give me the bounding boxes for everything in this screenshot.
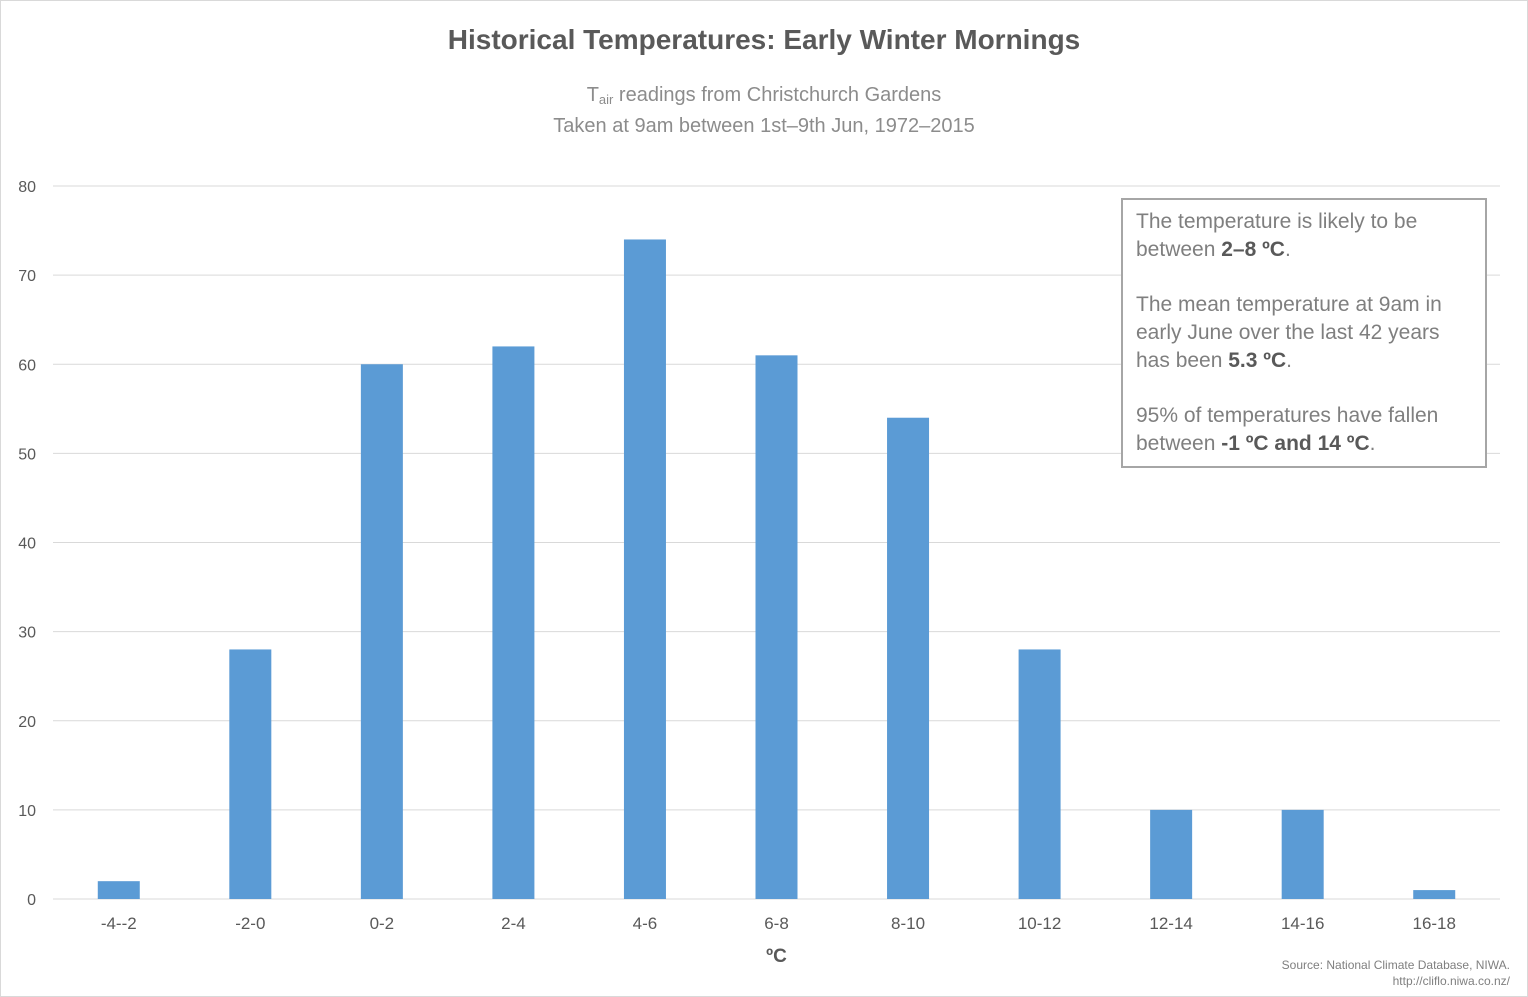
bar (360, 364, 403, 899)
bar (1150, 809, 1193, 899)
x-tick-label: 16-18 (1412, 914, 1455, 933)
bar (97, 881, 140, 899)
y-tick-label: 20 (18, 714, 36, 731)
source-note: Source: National Climate Database, NIWA.… (1282, 957, 1510, 989)
annotation-95-percent: 95% of temperatures have fallen between … (1136, 402, 1472, 458)
y-tick-label: 0 (27, 892, 36, 909)
annotation-text: The mean temperature at 9am in early Jun… (1136, 293, 1442, 372)
x-tick-label: 8-10 (891, 914, 925, 933)
source-url: http://cliflo.niwa.co.nz/ (1392, 974, 1510, 988)
chart-subtitle: Tair readings from Christchurch Gardens … (0, 82, 1528, 139)
x-tick-label: 0-2 (370, 914, 395, 933)
x-tick-label: 10-12 (1018, 914, 1061, 933)
bar (1018, 649, 1061, 899)
annotation-bold-value: -1 ºC and 14 ºC (1221, 432, 1370, 455)
annotation-text: . (1369, 432, 1376, 455)
bar (623, 239, 666, 900)
bar (887, 417, 930, 899)
y-tick-label: 50 (18, 446, 36, 463)
x-tick-label: 2-4 (501, 914, 526, 933)
bar (1413, 890, 1456, 899)
annotation-box: The temperature is likely to be between … (1121, 198, 1487, 468)
annotation-text: 95% of temperatures have fallen between (1136, 404, 1439, 455)
annotation-bold-value: 5.3 ºC (1228, 349, 1287, 372)
y-tick-label: 10 (18, 803, 36, 820)
annotation-likely-range: The temperature is likely to be between … (1136, 208, 1472, 264)
y-tick-label: 80 (18, 179, 36, 196)
x-tick-label: -2-0 (235, 914, 265, 933)
y-tick-label: 30 (18, 625, 36, 642)
subtitle-line-1-rest: readings from Christchurch Gardens (613, 84, 942, 106)
source-line-1: Source: National Climate Database, NIWA. (1281, 958, 1510, 972)
bar (229, 649, 272, 899)
x-tick-label: 12-14 (1149, 914, 1192, 933)
x-tick-label: 14-16 (1281, 914, 1324, 933)
bar (1281, 809, 1324, 899)
y-tick-label: 40 (18, 536, 36, 553)
x-axis-label: ºC (766, 946, 787, 967)
y-tick-label: 70 (18, 268, 36, 285)
x-tick-label: -4--2 (101, 914, 137, 933)
y-tick-label: 60 (18, 357, 36, 374)
bar (755, 355, 798, 899)
subtitle-line-2: Taken at 9am between 1st–9th Jun, 1972–2… (553, 115, 975, 137)
annotation-text: . (1286, 349, 1292, 372)
annotation-mean: The mean temperature at 9am in early Jun… (1136, 291, 1472, 375)
subtitle-line-1: Tair readings from Christchurch Gardens (0, 82, 1528, 113)
annotation-text: The temperature is likely to be between (1136, 210, 1418, 261)
annotation-text: . (1284, 238, 1291, 261)
subtitle-t: T (586, 84, 599, 106)
x-tick-label: 4-6 (633, 914, 658, 933)
x-tick-label: 6-8 (764, 914, 789, 933)
chart-title: Historical Temperatures: Early Winter Mo… (447, 24, 1081, 55)
subtitle-air-subscript: air (598, 92, 614, 107)
annotation-bold-value: 2–8 ºC (1221, 238, 1285, 261)
bar (492, 346, 535, 899)
